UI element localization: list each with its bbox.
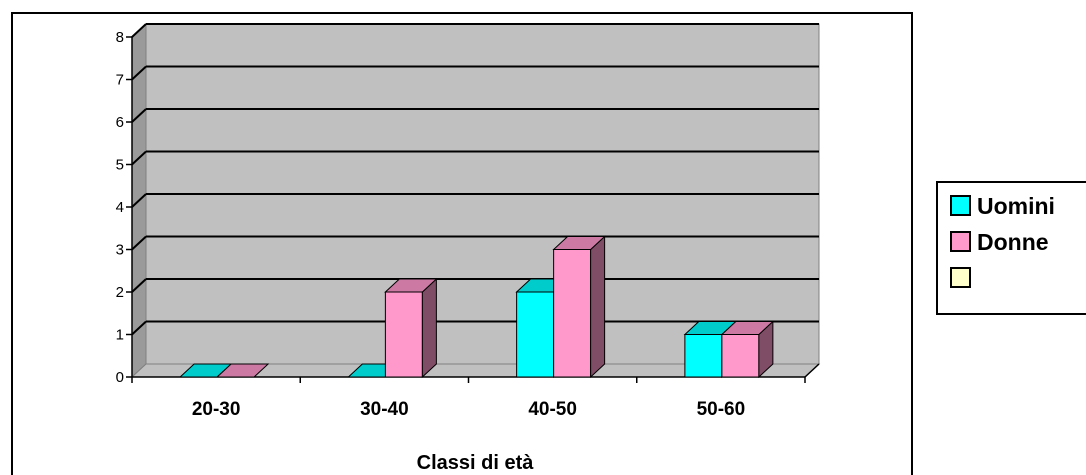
x-tick-label: 40-50 [528,399,577,420]
bar-top [384,278,438,293]
y-tick-label: 0 [116,369,124,386]
bar-donne-30-40 [384,277,438,379]
legend-label: Uomini [977,193,1055,219]
gridline-side [131,235,147,251]
y-tick-label: 3 [116,242,124,259]
gridline-side [131,193,147,208]
x-tick-label: 30-40 [360,399,409,420]
bar-donne-40-50 [552,235,606,379]
bar-top [215,363,270,378]
x-axis-title-group: Classi di età [417,452,535,474]
x-tick-label: 50-60 [697,399,746,420]
bar-top [720,321,775,335]
bar-front [721,334,760,378]
gridline-side [131,65,147,81]
bar-front [516,291,555,378]
bar-front [384,291,423,378]
plot-area: 0 1 2 3 4 5 6 7 8 20-30 30-40 40-50 50-60 [116,22,821,420]
x-tick-label: 20-30 [192,399,241,420]
legend: Uomini Donne [936,181,1086,315]
bar-front [684,334,723,378]
y-tick-label: 7 [116,72,124,89]
y-tick-label: 5 [116,157,124,174]
y-tick-label: 8 [116,29,124,46]
gridline-side [131,108,147,123]
gridline-side [131,23,147,38]
x-axis-end [804,363,820,378]
legend-swatch [950,267,971,288]
gridline-side [131,278,147,293]
x-axis-title: Classi di età [417,452,535,474]
legend-label: Donne [977,229,1049,255]
bar-front [553,249,592,378]
bar-donne-20-30 [215,363,270,378]
gridline-side [131,320,147,336]
bar-donne-50-60 [720,320,775,379]
bar-side [421,277,437,379]
y-tick-label: 2 [116,284,124,301]
y-tick-label: 1 [116,327,124,344]
legend-swatch [950,195,971,216]
bar-top [552,236,606,250]
y-tick-label: 4 [116,199,124,216]
bar-side [590,235,606,379]
y-tick-label: 6 [116,114,124,131]
gridline-side [131,150,147,166]
legend-swatch [950,231,971,252]
